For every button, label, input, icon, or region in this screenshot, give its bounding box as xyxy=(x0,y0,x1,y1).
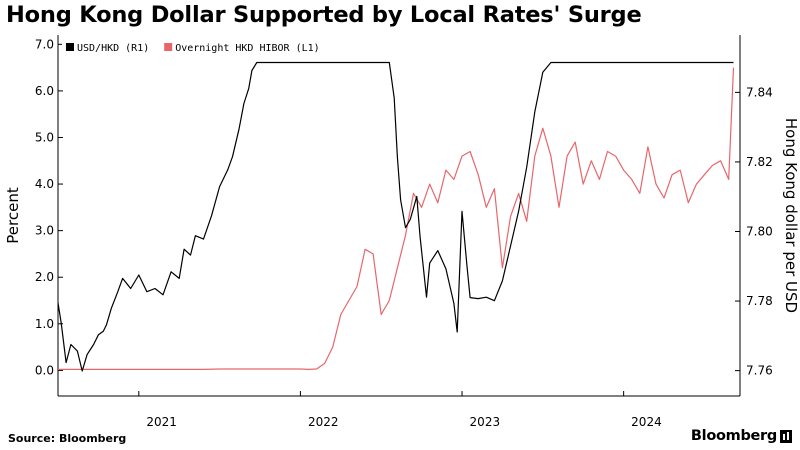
x-tick-label: 2021 xyxy=(146,415,177,429)
x-tick-label: 2023 xyxy=(470,415,501,429)
x-tick-label: 2024 xyxy=(631,415,662,429)
left-tick-label: 5.0 xyxy=(35,130,54,144)
left-axis-title: Percent xyxy=(4,187,22,244)
legend-swatch-usd-hkd xyxy=(66,43,74,51)
hibor-line xyxy=(58,67,735,370)
x-tick-label: 2022 xyxy=(308,415,339,429)
legend-label-usd-hkd: USD/HKD (R1) xyxy=(77,43,149,54)
bloomberg-logo: Bloomberg xyxy=(691,428,792,444)
right-tick-label: 7.84 xyxy=(746,85,773,99)
left-tick-label: 6.0 xyxy=(35,84,54,98)
legend-box xyxy=(62,40,332,55)
series-layer xyxy=(57,61,735,372)
chart-title: Hong Kong Dollar Supported by Local Rate… xyxy=(6,2,642,28)
left-tick-label: 0.0 xyxy=(35,363,54,377)
left-tick-label: 7.0 xyxy=(35,37,54,51)
brand-name: Bloomberg xyxy=(690,428,777,444)
legend-label-hibor: Overnight HKD HIBOR (L1) xyxy=(175,43,320,54)
right-tick-label: 7.78 xyxy=(746,294,773,308)
bloomberg-mark-icon xyxy=(780,429,792,443)
right-tick-label: 7.76 xyxy=(746,364,773,378)
left-tick-label: 3.0 xyxy=(35,224,54,238)
left-tick-label: 1.0 xyxy=(35,317,54,331)
legend-swatch-hibor xyxy=(164,43,173,51)
left-tick-label: 4.0 xyxy=(35,177,54,191)
axes: 0.0 1.0 2.0 3.0 4.0 5.0 6.0 7.0 7.76 7.78 7.80 7.82… xyxy=(4,35,800,429)
right-tick-label: 7.82 xyxy=(746,155,773,169)
left-tick-label: 2.0 xyxy=(35,270,54,284)
legend: USD/HKD (R1) Overnight HKD HIBOR (L1) xyxy=(62,40,332,55)
source-note: Source: Bloomberg xyxy=(8,432,127,445)
right-tick-label: 7.80 xyxy=(746,224,773,238)
usd-hkd-line xyxy=(57,61,734,372)
right-axis-title: Hong Kong dollar per USD xyxy=(782,118,800,313)
